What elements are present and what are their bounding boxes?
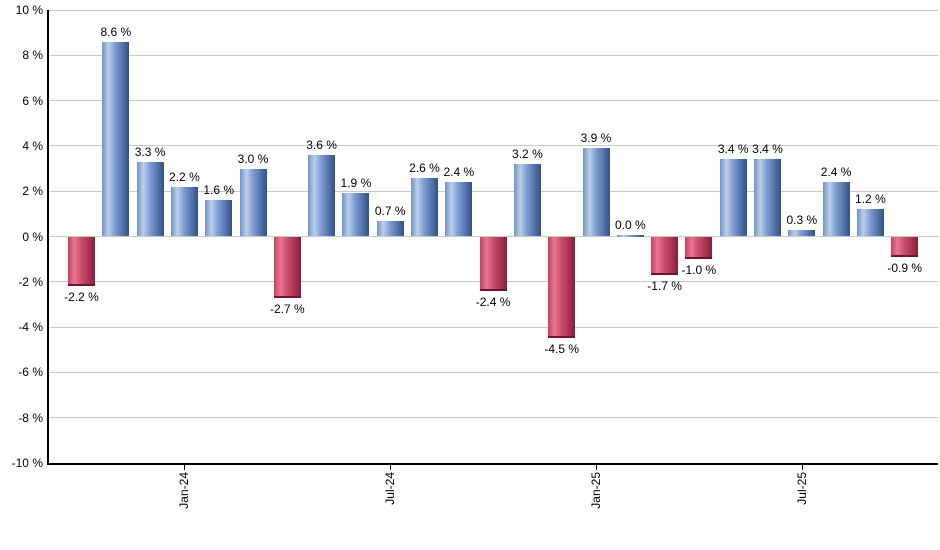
y-axis-tick-label: 2 % — [22, 184, 43, 199]
y-axis-tick-label: 8 % — [22, 48, 43, 63]
y-axis-tick-label: 6 % — [22, 93, 43, 108]
bar-value-label: 2.4 % — [443, 165, 475, 180]
bar-jan-25 — [582, 148, 610, 237]
x-axis-tick — [801, 465, 803, 470]
gridline — [49, 54, 938, 56]
x-axis-tick — [184, 465, 186, 470]
y-axis-tick-label: -8 % — [18, 410, 43, 425]
bar-value-label: 3.0 % — [237, 151, 269, 166]
bar-value-label: 2.2 % — [169, 169, 200, 184]
bar-nov-24 — [513, 164, 541, 237]
bar-mar-24 — [239, 168, 267, 237]
y-axis-tick-label: -6 % — [18, 365, 43, 380]
y-axis-tick-label: -4 % — [18, 320, 43, 335]
x-axis-tick-label: Jul-24 — [383, 472, 398, 505]
bar-value-label: -2.2 % — [64, 290, 99, 305]
bar-value-label: 0.0 % — [614, 218, 646, 232]
bar-value-label: 1.9 % — [340, 176, 372, 191]
bar-apr-24 — [273, 236, 301, 298]
bar-value-label: -1.0 % — [681, 263, 717, 278]
bar-oct-23 — [68, 236, 95, 287]
bar-value-label: 3.4 % — [752, 142, 783, 157]
bar-jul-24 — [376, 220, 404, 237]
bar-mar-25 — [651, 236, 679, 275]
bar-jul-25 — [788, 229, 816, 237]
bar-value-label: 3.6 % — [306, 137, 337, 152]
bar-apr-25 — [685, 236, 713, 260]
x-axis-tick-label: Jan-25 — [589, 472, 603, 509]
gridline — [49, 100, 938, 102]
bar-nov-23 — [102, 41, 130, 237]
bar-dec-23 — [136, 161, 164, 237]
bar-value-label: -1.7 % — [647, 279, 682, 293]
x-axis-line — [47, 463, 938, 465]
bar-value-label: 2.4 % — [820, 165, 852, 180]
bar-may-25 — [719, 159, 747, 237]
bar-value-label: 3.2 % — [512, 147, 543, 162]
bar-sep-24 — [445, 182, 473, 237]
y-axis-line — [47, 10, 49, 465]
bar-aug-24 — [411, 177, 438, 237]
gridline — [49, 145, 938, 147]
bar-feb-25 — [616, 235, 644, 237]
bar-value-label: 8.6 % — [100, 24, 132, 39]
bar-value-label: 2.6 % — [409, 160, 440, 175]
y-axis-tick-label: 0 % — [22, 229, 43, 244]
y-axis-tick-label: -10 % — [11, 456, 43, 470]
bar-value-label: 1.2 % — [855, 192, 886, 207]
bar-value-label: 0.3 % — [786, 212, 818, 227]
bar-value-label: 3.4 % — [717, 142, 749, 157]
gridline — [49, 326, 938, 328]
bar-value-label: -4.5 % — [544, 342, 580, 357]
bar-oct-24 — [479, 236, 507, 291]
gridline — [49, 371, 938, 373]
bar-oct-25 — [891, 236, 919, 257]
bar-may-24 — [308, 154, 336, 237]
y-axis-tick-label: -2 % — [18, 274, 43, 289]
bar-value-label: 0.7 % — [374, 203, 406, 218]
bar-jun-25 — [754, 159, 781, 237]
bar-aug-25 — [822, 182, 850, 237]
y-axis-tick-label: 10 % — [15, 3, 43, 17]
bar-jan-24 — [170, 186, 198, 237]
bar-value-label: 1.6 % — [203, 183, 235, 198]
bar-value-label: 3.3 % — [134, 144, 166, 159]
bar-dec-24 — [548, 236, 576, 339]
x-axis-tick-label: Jan-24 — [177, 472, 192, 509]
bar-value-label: -2.4 % — [475, 294, 511, 309]
gridline — [49, 190, 938, 192]
bar-jun-24 — [342, 193, 370, 237]
gridline — [49, 9, 938, 11]
y-axis-tick-label: 4 % — [22, 138, 43, 153]
bar-value-label: -0.9 % — [887, 260, 923, 275]
bar-value-label: 3.9 % — [580, 131, 612, 146]
bar-sep-25 — [856, 209, 884, 237]
bar-feb-24 — [205, 200, 233, 237]
x-axis-tick-label: Jul-25 — [794, 472, 809, 505]
gridline — [49, 417, 938, 419]
x-axis-tick — [390, 465, 392, 470]
bar-value-label: -2.7 % — [269, 301, 305, 316]
x-axis-tick — [596, 465, 597, 470]
